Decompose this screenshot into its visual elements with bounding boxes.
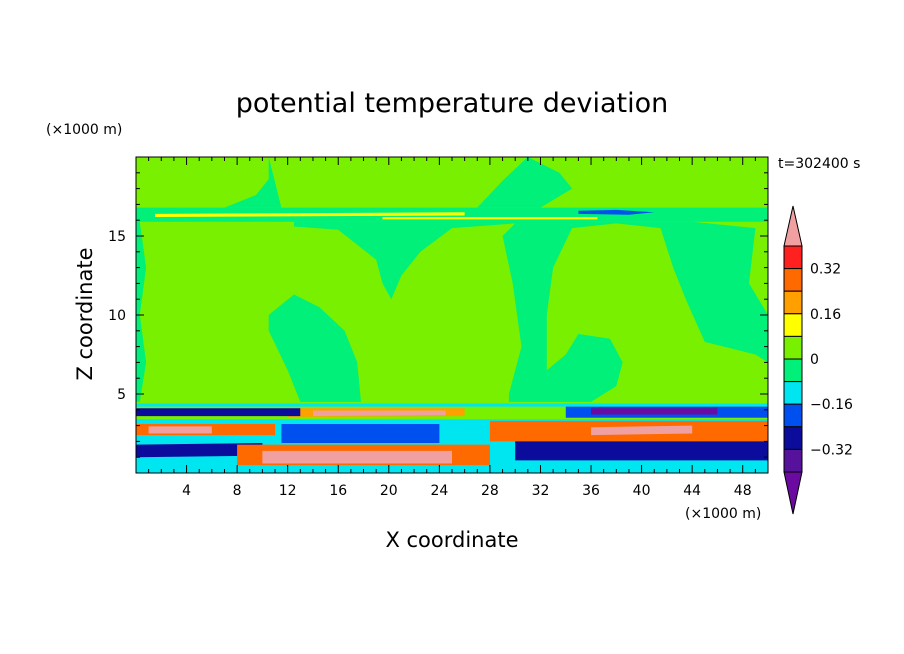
colorbar-swatch	[783, 448, 803, 473]
colorbar-label: 0.16	[810, 307, 841, 323]
colorbar-label: 0	[810, 352, 819, 368]
y-tick-label: 5	[117, 387, 126, 403]
y-axis-unit: (×1000 m)	[46, 122, 122, 138]
colorbar-label: −0.16	[810, 397, 853, 413]
time-label: t=302400 s	[778, 156, 860, 172]
y-axis-label: Z coordinate	[73, 247, 97, 380]
x-tick-label: 36	[582, 483, 600, 499]
contour-region-lower-left-negative-tongue	[268, 294, 361, 402]
contour-fill	[136, 157, 768, 473]
colorbar-swatch	[783, 381, 803, 405]
colorbar-swatch	[783, 313, 803, 337]
y-tick-label: 10	[108, 308, 126, 324]
colorbar-label: 0.32	[810, 262, 841, 278]
y-tick-label: 15	[108, 229, 126, 245]
contour-region-low-level-purple-upper-right	[591, 408, 718, 415]
colorbar-swatch	[783, 403, 803, 428]
x-axis-label: X coordinate	[385, 528, 518, 552]
x-tick-label: 16	[329, 483, 347, 499]
contour-region-upper-left-negative	[224, 157, 282, 208]
x-tick-label: 32	[532, 483, 550, 499]
x-tick-label: 44	[683, 483, 701, 499]
x-tick-label: 28	[481, 483, 499, 499]
colorbar-label: −0.32	[810, 442, 853, 458]
contour-region-low-level-blue-center	[281, 424, 440, 443]
contour-region-upper-middle-negative	[477, 157, 573, 208]
contour-region-low-level-pink-upper	[313, 410, 446, 417]
x-tick-label: 12	[279, 483, 297, 499]
colorbar-top-arrow	[783, 205, 803, 247]
contour-region-central-negative-plume	[294, 221, 768, 402]
contour-region-low-level-pink-right	[591, 425, 693, 436]
x-tick-label: 24	[430, 483, 448, 499]
chart-title: potential temperature deviation	[236, 88, 668, 119]
x-tick-label: 4	[182, 483, 191, 499]
colorbar-swatch	[783, 358, 803, 383]
contour-region-background	[136, 157, 768, 473]
contour-region-left-edge-negative	[136, 221, 147, 402]
colorbar-bottom-arrow	[783, 471, 803, 515]
x-tick-label: 8	[233, 483, 242, 499]
contour-region-low-level-blue-bottom-right	[515, 441, 768, 461]
colorbar-swatch	[783, 245, 803, 270]
contour-region-low-level-pink-left	[148, 426, 212, 434]
contour-region-low-level-pink-bottom	[262, 450, 452, 464]
x-tick-label: 48	[734, 483, 752, 499]
contour-region-upper-thin-yellow	[382, 217, 598, 220]
colorbar: 0.32 0.16 0 −0.16 −0.32	[783, 205, 853, 515]
x-axis-ticks: 4 8 12 16 20 24 28 32 36 40 44 48	[148, 157, 756, 499]
colorbar-swatch	[783, 268, 803, 292]
colorbar-swatch	[783, 335, 803, 360]
contour-region-low-level-blue-bottom-left	[136, 443, 263, 458]
contour-region-upper-thin-positive-streak	[155, 212, 465, 217]
contour-region-low-level-blue-left	[136, 408, 301, 417]
x-tick-label: 40	[633, 483, 651, 499]
colorbar-swatch	[783, 290, 803, 315]
contour-region-upper-thin-blue	[578, 209, 655, 215]
x-tick-label: 20	[380, 483, 398, 499]
y-axis-ticks: 5 10 15	[108, 172, 768, 458]
x-axis-unit: (×1000 m)	[685, 506, 761, 522]
colorbar-swatch	[783, 426, 803, 450]
